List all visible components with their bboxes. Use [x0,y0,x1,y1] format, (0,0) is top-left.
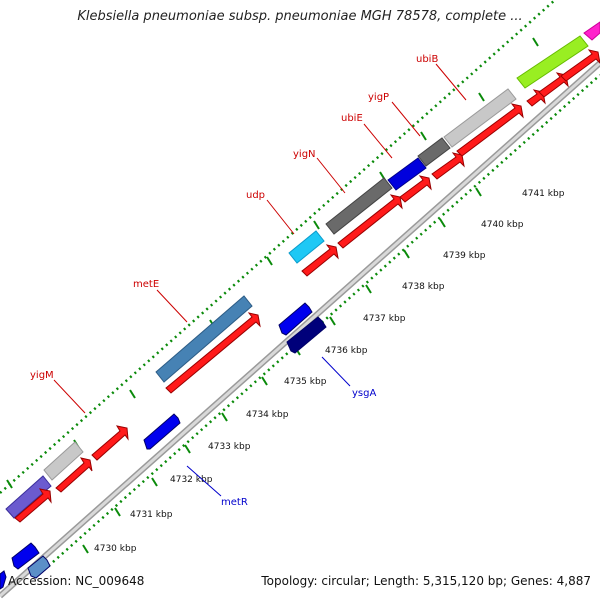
gene-label-yigN[interactable]: yigN [293,149,316,160]
cds-arrow[interactable] [431,152,465,180]
gene-label-metE[interactable]: metE [133,279,159,290]
cds-arrow[interactable] [278,302,313,336]
label-leaders [53,63,467,497]
cds-arrow[interactable] [165,312,261,394]
gene-label-yigM[interactable]: yigM [30,370,54,381]
cds-arrow[interactable] [11,542,40,570]
feature-bar[interactable] [387,157,427,191]
cds-arrow[interactable] [337,194,403,249]
inner-ticks [82,187,482,554]
scale-label: 4735 kbp [284,377,327,387]
cds-arrow[interactable] [560,49,600,82]
gene-label-ubiB[interactable]: ubiB [416,54,438,65]
scale-label: 4741 kbp [522,189,565,199]
scale-label: 4738 kbp [402,282,445,292]
cds-arrow[interactable] [143,413,181,450]
feature-bar[interactable] [325,177,393,235]
scale-label: 4734 kbp [246,410,289,420]
feature-bar[interactable] [443,88,517,148]
scale-label: 4730 kbp [94,544,137,554]
feature-bar[interactable] [43,441,84,481]
cds-arrow[interactable] [55,457,93,493]
genome-summary-text: Topology: circular; Length: 5,315,120 bp… [261,574,591,588]
feature-bar[interactable] [417,137,451,167]
scale-label: 4736 kbp [325,346,368,356]
cds-arrow-ysga[interactable] [286,316,327,354]
forward-cds-track [14,49,600,523]
scale-label: 4733 kbp [208,442,251,452]
map-title: Klebsiella pneumoniae subsp. pneumoniae … [77,9,523,24]
accession-text: Accession: NC_009648 [8,574,145,588]
feature-bar[interactable] [583,21,600,41]
gene-label-metR[interactable]: metR [221,497,248,508]
outer-ticks [6,37,539,489]
scale-label: 4737 kbp [363,314,406,324]
cds-arrow[interactable] [456,103,524,157]
scale-label: 4740 kbp [481,220,524,230]
cds-arrow[interactable] [91,425,129,461]
cds-arrow[interactable] [0,570,7,590]
cds-arrow[interactable] [399,175,432,203]
gene-label-ubiE[interactable]: ubiE [341,113,363,124]
scale-label: 4731 kbp [130,510,173,520]
feature-bar[interactable] [516,35,589,89]
feature-bar-meta[interactable] [155,295,253,383]
feature-bar[interactable] [5,475,52,519]
cds-arrow[interactable] [14,488,52,523]
gene-label-udp[interactable]: udp [246,190,265,201]
gene-label-ysgA[interactable]: ysgA [352,388,376,399]
scale-label: 4732 kbp [170,475,213,485]
cds-arrow[interactable] [27,555,51,579]
outer-dotted-track [0,0,557,494]
feature-bar[interactable] [288,230,325,264]
feature-track-outer [5,21,600,519]
cds-arrow[interactable] [301,244,339,277]
gene-label-yigP[interactable]: yigP [368,92,389,103]
genome-backbone [0,60,600,599]
reverse-cds-track [0,302,327,590]
scale-label: 4739 kbp [443,251,486,261]
